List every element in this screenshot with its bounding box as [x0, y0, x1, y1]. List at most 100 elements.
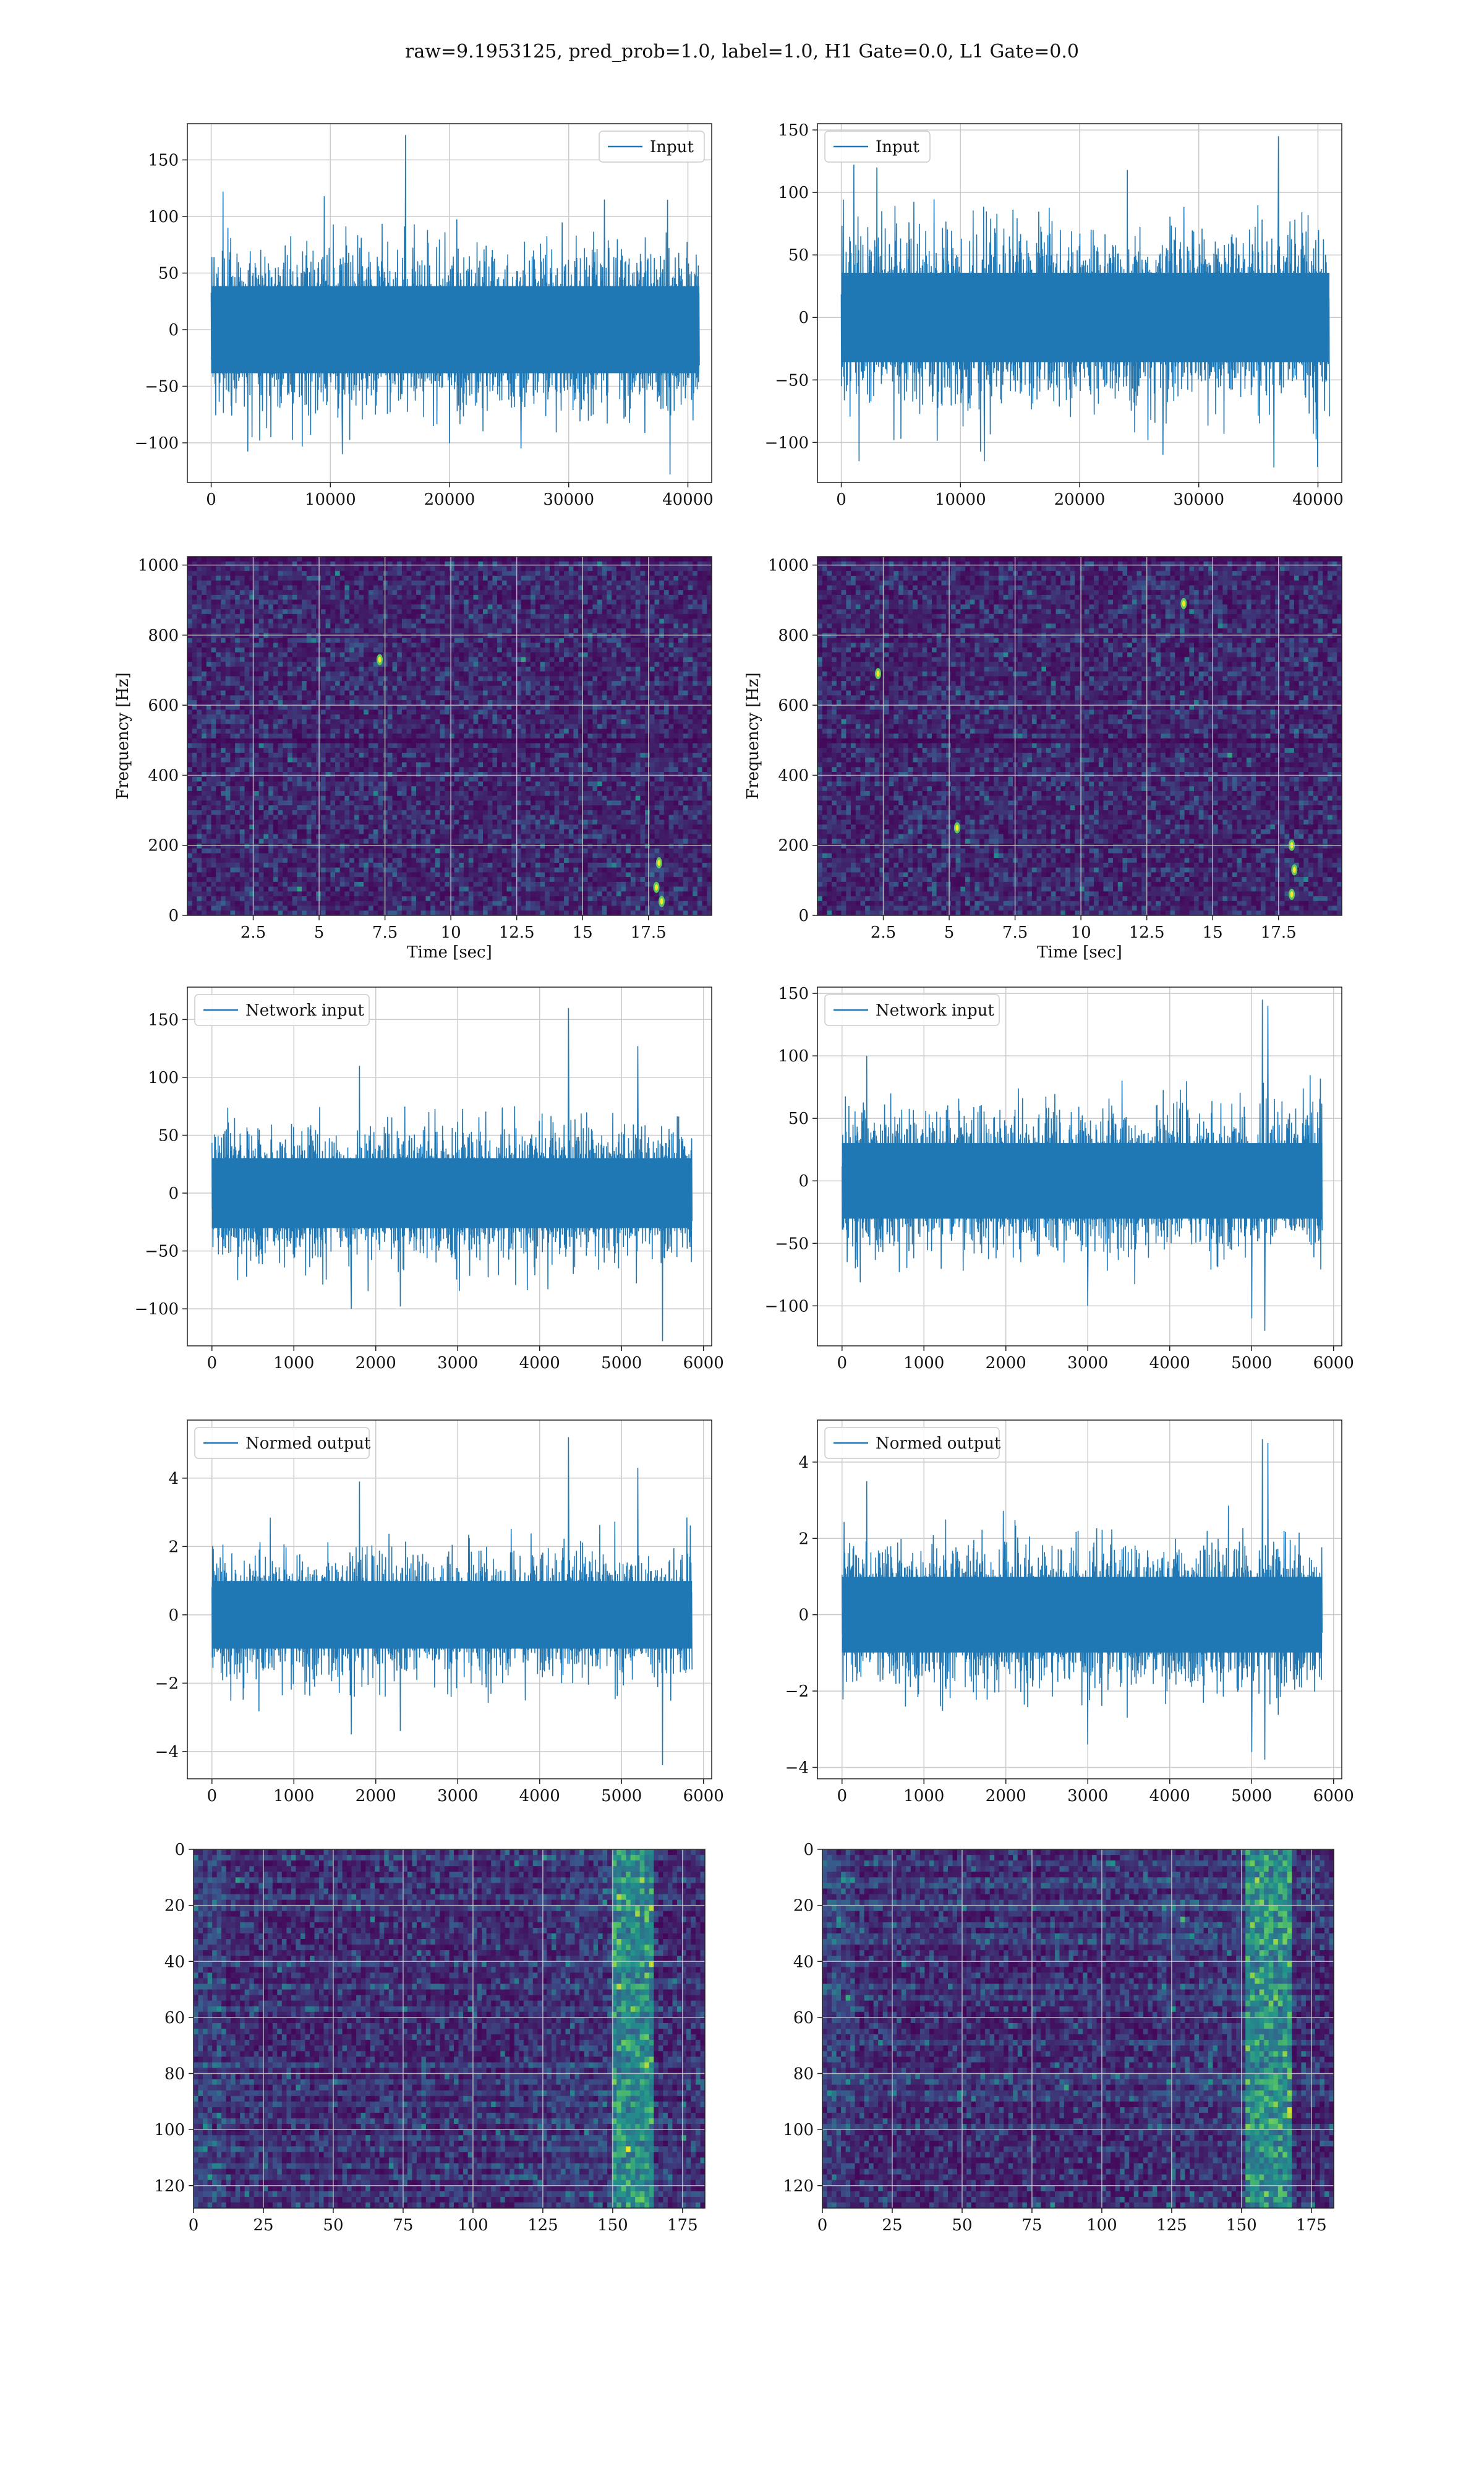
heatmap-cell [349, 704, 355, 710]
heatmap-cell [292, 681, 297, 687]
heatmap-cell [197, 685, 202, 691]
heatmap-cell [568, 676, 574, 682]
heatmap-cell [668, 704, 674, 710]
heatmap-cell [420, 643, 426, 648]
heatmap-cell [320, 609, 326, 615]
heatmap-cell [511, 743, 517, 748]
heatmap-cell [592, 575, 598, 581]
heatmap-cell [254, 594, 260, 601]
heatmap-cell [497, 671, 503, 677]
heatmap-cell [364, 734, 369, 739]
heatmap-cell [330, 709, 336, 715]
heatmap-cell [268, 734, 274, 739]
heatmap-cell [197, 643, 202, 648]
heatmap-cell [420, 762, 426, 768]
heatmap-cell [545, 638, 550, 643]
heatmap-cell [387, 681, 393, 687]
heatmap-cell [683, 657, 688, 662]
heatmap-cell [649, 561, 655, 567]
heatmap-cell [516, 671, 522, 677]
heatmap-cell [283, 599, 288, 605]
heatmap-cell [401, 671, 407, 677]
heatmap-cell [697, 724, 703, 729]
heatmap-cell [478, 566, 484, 571]
heatmap-cell [206, 647, 212, 653]
heatmap-cell [511, 719, 517, 725]
heatmap-cell [607, 762, 612, 768]
heatmap-cell [673, 743, 679, 748]
heatmap-cell [373, 561, 378, 567]
heatmap-cell [263, 623, 269, 629]
heatmap-cell [387, 690, 393, 696]
heatmap-cell [492, 704, 498, 710]
heatmap-cell [306, 638, 312, 643]
heatmap-cell [216, 618, 221, 624]
heatmap-cell [235, 734, 241, 739]
heatmap-cell [320, 623, 326, 629]
heatmap-cell [425, 719, 431, 725]
x-tick-label: 40000 [1292, 490, 1344, 509]
heatmap-cell [630, 700, 636, 706]
heatmap-cell [478, 580, 484, 586]
heatmap-cell [697, 666, 703, 672]
heatmap-cell [659, 561, 665, 567]
heatmap-cell [378, 734, 383, 739]
heatmap-cell [659, 585, 665, 591]
heatmap-cell [440, 566, 445, 571]
heatmap-cell [683, 557, 688, 562]
heatmap-cell [630, 666, 636, 672]
heatmap-cell [693, 580, 698, 586]
heatmap-cell [511, 753, 517, 758]
heatmap-cell [478, 609, 484, 615]
heatmap-cell [578, 700, 584, 706]
heatmap-cell [325, 734, 331, 739]
heatmap-cell [440, 690, 445, 696]
heatmap-cell [354, 662, 360, 667]
heatmap-cell [473, 714, 479, 720]
heatmap-cell [258, 767, 264, 773]
heatmap-cell [688, 762, 693, 768]
heatmap-cell [549, 662, 555, 667]
heatmap-cell [306, 743, 312, 748]
heatmap-cell [401, 704, 407, 710]
heatmap-cell [521, 704, 526, 710]
heatmap-cell [368, 695, 374, 701]
heatmap-cell [630, 580, 636, 586]
heatmap-cell [359, 594, 364, 601]
heatmap-cell [235, 638, 241, 643]
heatmap-cell [630, 695, 636, 701]
heatmap-cell [197, 676, 202, 682]
heatmap-cell [320, 614, 326, 620]
heatmap-cell [501, 638, 508, 643]
heatmap-cell [540, 666, 545, 672]
heatmap-cell [501, 594, 508, 601]
heatmap-cell [211, 729, 216, 734]
heatmap-cell [450, 628, 455, 634]
heatmap-cell [230, 738, 236, 744]
heatmap-cell [473, 757, 479, 763]
heatmap-cell [497, 594, 503, 601]
heatmap-cell [659, 676, 665, 682]
heatmap-cell [492, 757, 498, 763]
heatmap-cell [244, 561, 250, 567]
heatmap-cell [211, 767, 216, 773]
heatmap-cell [454, 709, 459, 715]
heatmap-cell [663, 638, 670, 643]
heatmap-cell [640, 633, 646, 638]
heatmap-cell [430, 738, 436, 744]
heatmap-cell [254, 575, 260, 581]
heatmap-cell [450, 580, 455, 586]
heatmap-cell [411, 609, 417, 615]
heatmap-cell [688, 681, 693, 687]
heatmap-cell [239, 734, 245, 739]
legend-label: Input [876, 138, 919, 156]
heatmap-cell [359, 666, 364, 672]
heatmap-cell [244, 748, 250, 753]
heatmap-cell [612, 652, 617, 657]
heatmap-cell [612, 585, 617, 591]
heatmap-cell [425, 623, 431, 629]
heatmap-cell [254, 623, 260, 629]
heatmap-cell [459, 633, 464, 638]
heatmap-cell [440, 681, 445, 687]
heatmap-cell [673, 748, 679, 753]
